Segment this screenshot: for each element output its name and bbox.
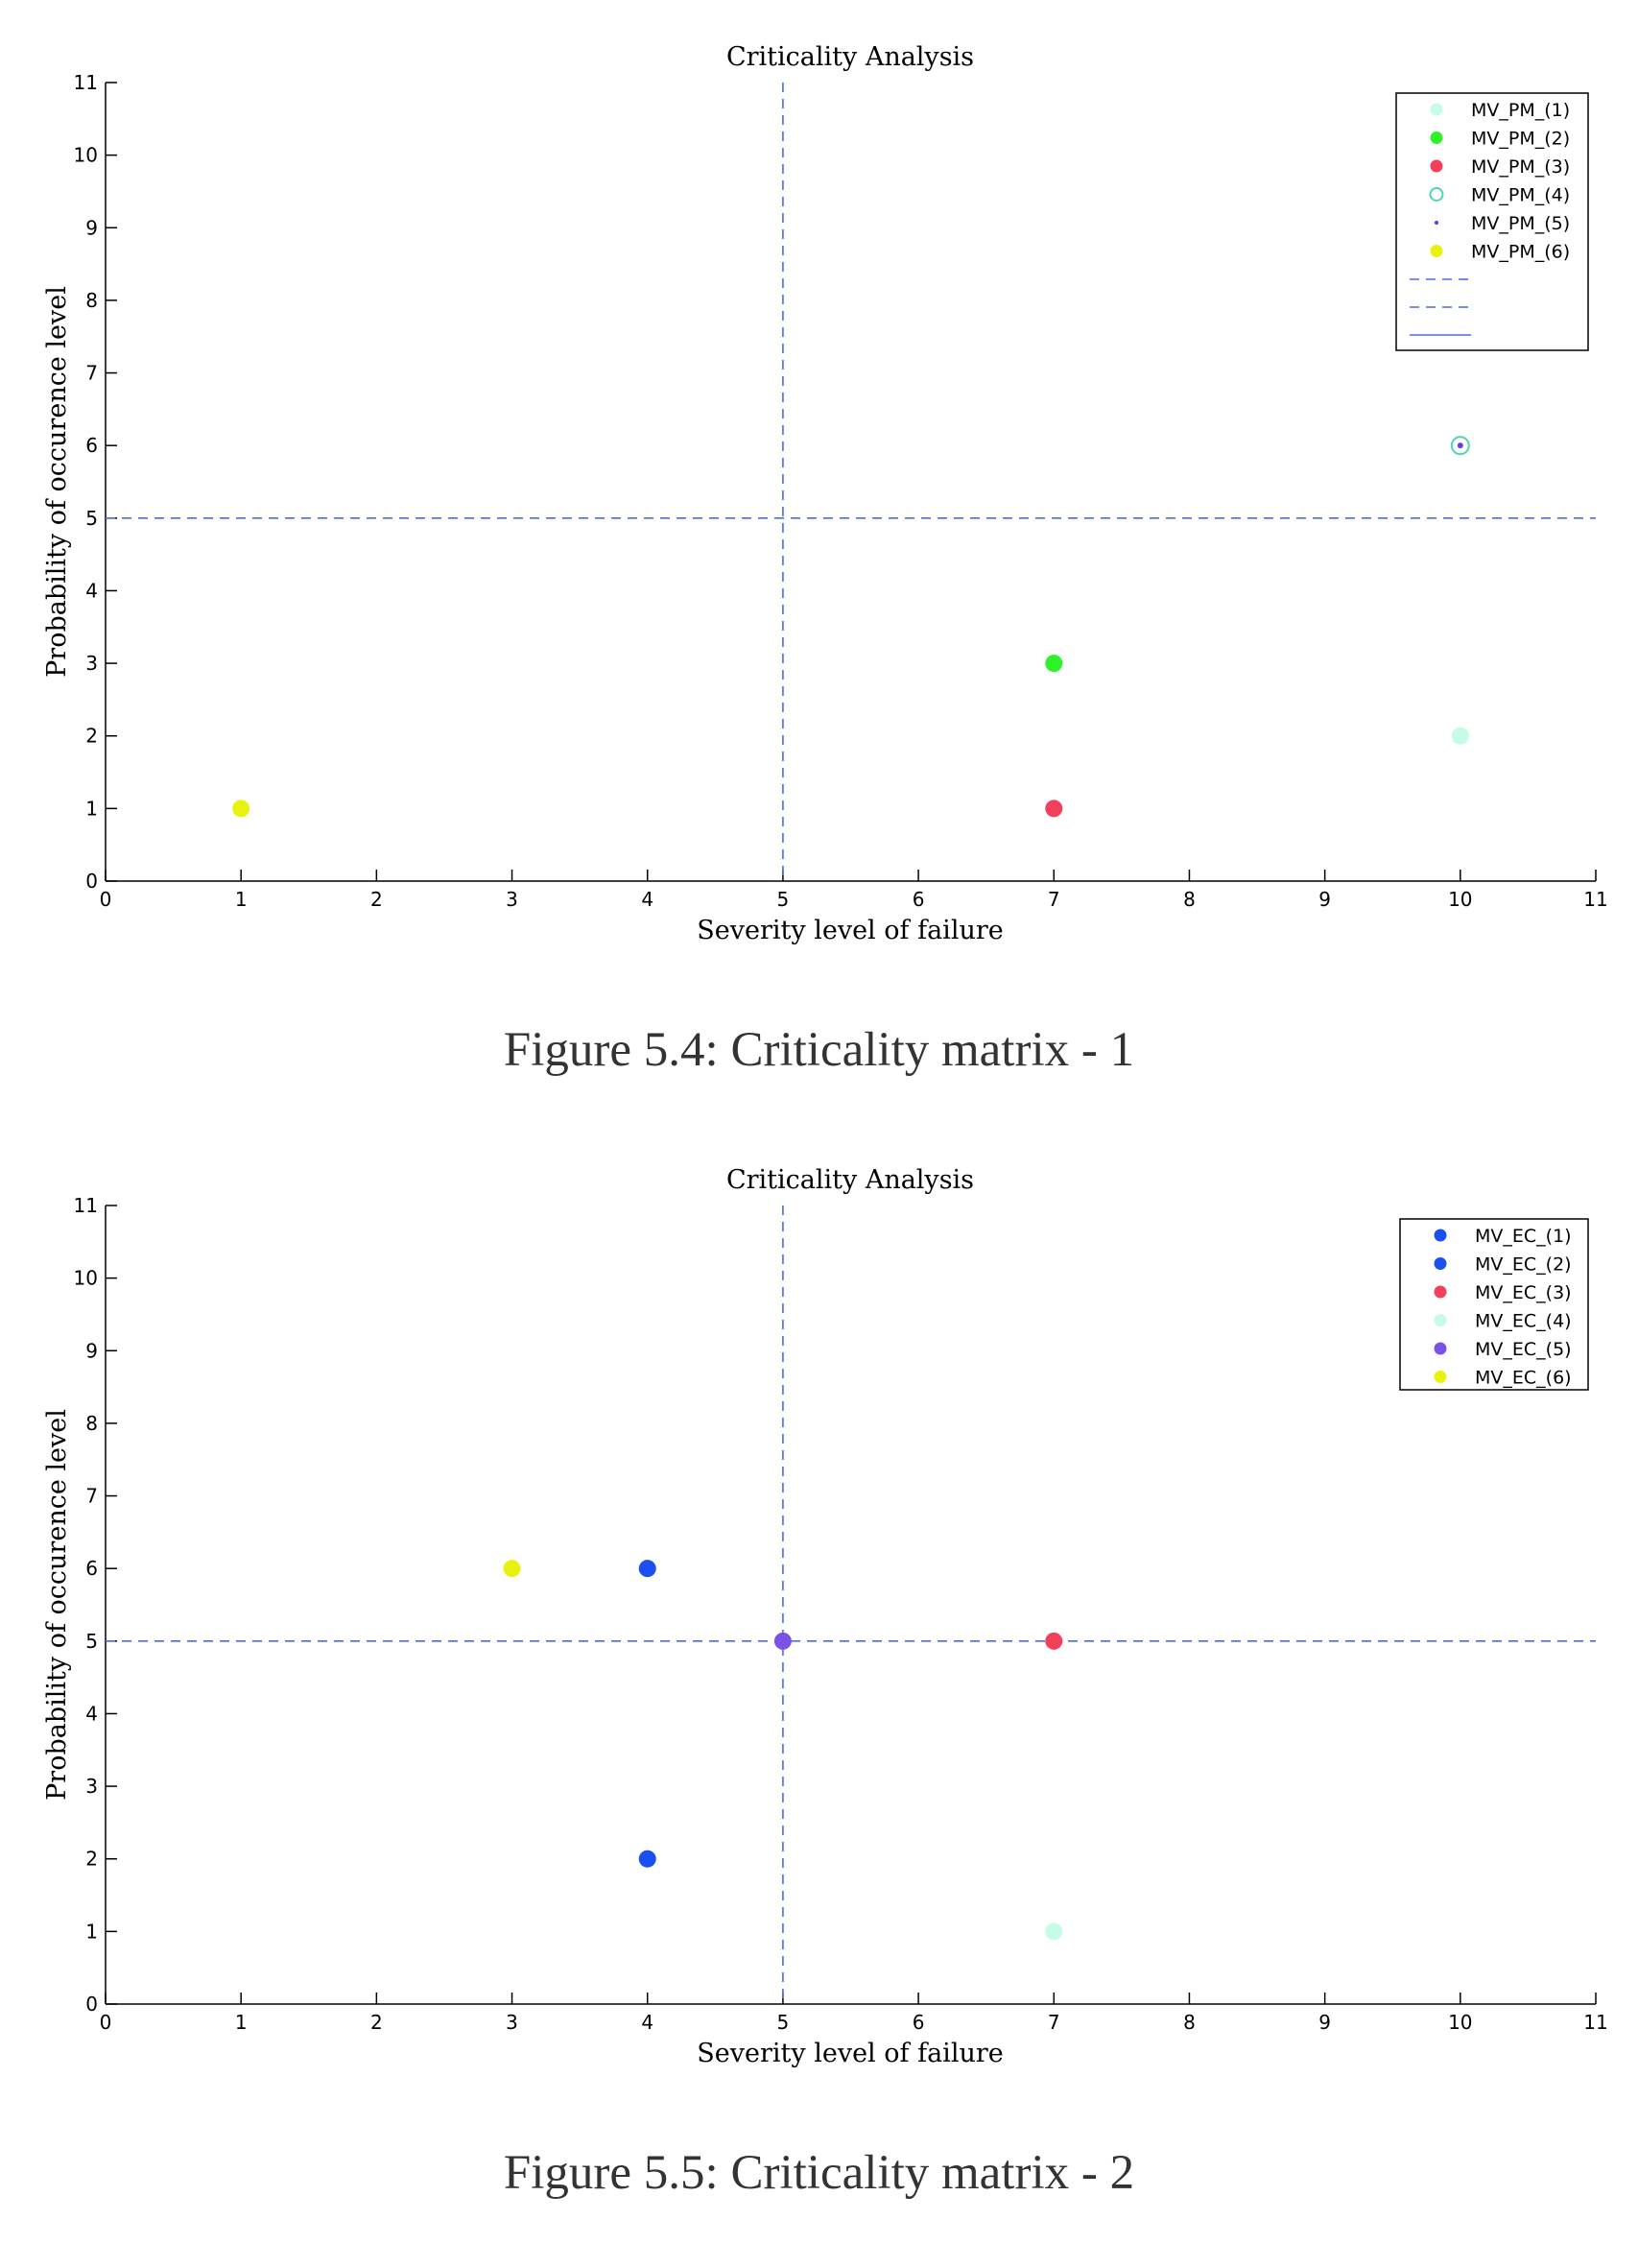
y-tick-label: 10 — [74, 144, 98, 167]
y-tick-label: 9 — [85, 1339, 98, 1362]
y-tick-label: 9 — [85, 216, 98, 239]
y-tick-label: 1 — [85, 1920, 98, 1943]
point-marker — [1434, 1371, 1447, 1383]
y-tick-label: 4 — [85, 579, 98, 602]
x-tick-label: 0 — [100, 2011, 112, 2034]
y-tick-label: 3 — [85, 1775, 98, 1798]
x-tick-label: 0 — [100, 888, 112, 911]
point-marker — [1430, 245, 1443, 257]
x-tick-label: 11 — [1583, 888, 1607, 911]
legend-entry-label: MV_PM_(4) — [1471, 185, 1570, 206]
y-tick-label: 2 — [85, 725, 98, 748]
y-tick-label: 0 — [85, 1993, 98, 2016]
dot-marker — [1434, 220, 1439, 226]
point-marker — [1451, 727, 1469, 745]
point-marker — [1434, 1229, 1447, 1242]
point-marker — [232, 800, 250, 818]
x-tick-label: 5 — [777, 888, 790, 911]
legend-entry-label: MV_EC_(3) — [1475, 1282, 1572, 1303]
x-tick-label: 8 — [1183, 2011, 1196, 2034]
y-axis-label: Probability of occurence level — [42, 1409, 72, 1801]
x-tick-label: 4 — [641, 888, 653, 911]
y-tick-label: 2 — [85, 1848, 98, 1871]
open-circle-marker — [1429, 187, 1444, 202]
point-marker — [1430, 131, 1443, 144]
open-circle-marker — [1450, 436, 1470, 456]
legend-entry-label: MV_EC_(2) — [1475, 1254, 1572, 1276]
x-tick-label: 5 — [777, 2011, 790, 2034]
legend-entry-label: MV_EC_(1) — [1475, 1226, 1572, 1247]
chart-title: Criticality Analysis — [726, 42, 974, 72]
legend-entry-label: MV_PM_(1) — [1471, 100, 1570, 121]
legend-entry-label: MV_EC_(6) — [1475, 1368, 1572, 1389]
y-tick-label: 0 — [85, 870, 98, 893]
x-tick-label: 9 — [1318, 888, 1331, 911]
x-tick-label: 8 — [1183, 888, 1196, 911]
legend-entry-label: MV_PM_(5) — [1471, 213, 1570, 234]
y-tick-label: 10 — [74, 1267, 98, 1290]
point-marker — [1434, 1285, 1447, 1299]
y-tick-label: 11 — [74, 71, 98, 94]
x-tick-label: 6 — [913, 888, 925, 911]
y-tick-label: 6 — [85, 434, 98, 457]
criticality-chart-1: 0 1 2 3 4 5 6 7 8 9 10 11 0 1 2 3 4 5 6 7 8 9 10 11 Criticality … — [42, 42, 1608, 945]
y-tick-label: 11 — [74, 1194, 98, 1217]
legend-entry-label: MV_EC_(5) — [1475, 1339, 1572, 1360]
legend-entry-label: MV_EC_(4) — [1475, 1311, 1572, 1332]
y-tick-label: 4 — [85, 1702, 98, 1725]
y-axis-label: Probability of occurence level — [42, 286, 72, 678]
x-axis-label: Severity level of failure — [697, 916, 1003, 945]
dot-marker — [1457, 442, 1463, 449]
point-marker — [1430, 159, 1443, 173]
y-tick-label: 8 — [85, 289, 98, 312]
x-tick-label: 11 — [1583, 2011, 1607, 2034]
y-tick-label: 6 — [85, 1557, 98, 1580]
point-marker — [1434, 1257, 1447, 1270]
x-tick-label: 2 — [370, 2011, 383, 2034]
x-tick-label: 7 — [1048, 2011, 1060, 2034]
figure-caption-1: Figure 5.4: Criticality matrix - 1 — [503, 1023, 1135, 1077]
legend-box — [1399, 1218, 1589, 1391]
x-axis-label: Severity level of failure — [697, 2039, 1003, 2068]
x-tick-label: 6 — [913, 2011, 925, 2034]
point-marker — [1430, 103, 1443, 116]
y-tick-label: 5 — [85, 1630, 98, 1653]
y-tick-label: 7 — [85, 1485, 98, 1508]
x-tick-label: 1 — [235, 888, 248, 911]
y-tick-label: 3 — [85, 652, 98, 675]
x-tick-label: 9 — [1318, 2011, 1331, 2034]
y-tick-label: 5 — [85, 507, 98, 530]
x-tick-label: 3 — [506, 2011, 518, 2034]
point-marker — [1045, 655, 1063, 673]
x-tick-label: 3 — [506, 888, 518, 911]
x-tick-label: 10 — [1448, 888, 1472, 911]
y-tick-label: 1 — [85, 797, 98, 820]
legend-entry-label: MV_PM_(2) — [1471, 129, 1570, 150]
x-tick-label: 7 — [1048, 888, 1060, 911]
point-marker — [1434, 1342, 1447, 1355]
point-marker — [638, 1560, 656, 1578]
criticality-chart-2: 0 1 2 3 4 5 6 7 8 9 10 11 0 1 2 3 4 5 6 7 8 9 10 11 Criticality … — [42, 1165, 1608, 2068]
point-marker — [1045, 800, 1063, 818]
x-tick-label: 4 — [641, 2011, 653, 2034]
legend-entry-label: MV_PM_(6) — [1471, 242, 1570, 263]
y-tick-label: 8 — [85, 1412, 98, 1435]
chart-title: Criticality Analysis — [726, 1165, 974, 1195]
x-tick-label: 10 — [1448, 2011, 1472, 2034]
point-marker — [1045, 1632, 1063, 1650]
x-tick-label: 1 — [235, 2011, 248, 2034]
point-marker — [638, 1850, 656, 1868]
x-tick-label: 2 — [370, 888, 383, 911]
figure-caption-2: Figure 5.5: Criticality matrix - 2 — [503, 2146, 1135, 2200]
point-marker — [503, 1560, 521, 1578]
point-marker — [1045, 1922, 1063, 1941]
legend-entry-label: MV_PM_(3) — [1471, 156, 1570, 178]
y-tick-label: 7 — [85, 362, 98, 385]
point-marker — [773, 1632, 792, 1650]
point-marker — [1434, 1314, 1447, 1326]
